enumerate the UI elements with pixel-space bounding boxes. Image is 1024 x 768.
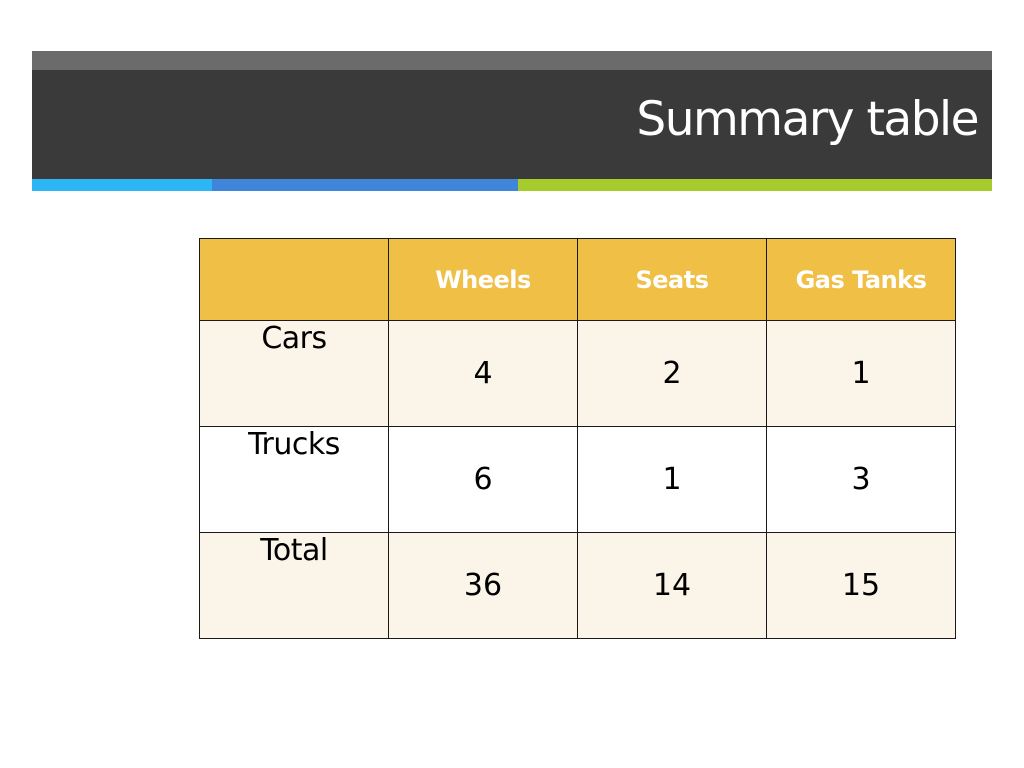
slide-title: Summary table xyxy=(636,92,979,147)
cell-seats: 1 xyxy=(577,426,767,533)
accent-segment-3 xyxy=(518,179,992,191)
row-label: Total xyxy=(199,532,389,639)
header-cell-seats: Seats xyxy=(577,238,767,321)
row-label: Cars xyxy=(199,320,389,427)
header-cell-corner xyxy=(199,238,389,321)
header-top-band xyxy=(32,51,992,70)
summary-table: Wheels Seats Gas Tanks Cars 4 2 1 Trucks… xyxy=(199,238,956,639)
cell-seats: 2 xyxy=(577,320,767,427)
cell-gas-tanks: 15 xyxy=(766,532,956,639)
table-row-cars: Cars 4 2 1 xyxy=(199,320,956,427)
table-row-total: Total 36 14 15 xyxy=(199,532,956,639)
cell-wheels: 6 xyxy=(388,426,578,533)
accent-segment-2 xyxy=(212,179,518,191)
header-cell-wheels: Wheels xyxy=(388,238,578,321)
cell-seats: 14 xyxy=(577,532,767,639)
table-header-row: Wheels Seats Gas Tanks xyxy=(199,238,956,321)
accent-segment-1 xyxy=(32,179,212,191)
cell-wheels: 36 xyxy=(388,532,578,639)
cell-gas-tanks: 1 xyxy=(766,320,956,427)
row-label: Trucks xyxy=(199,426,389,533)
accent-bar xyxy=(32,179,992,191)
table-row-trucks: Trucks 6 1 3 xyxy=(199,426,956,533)
cell-gas-tanks: 3 xyxy=(766,426,956,533)
header-band: Summary table xyxy=(32,70,992,179)
cell-wheels: 4 xyxy=(388,320,578,427)
header-cell-gas-tanks: Gas Tanks xyxy=(766,238,956,321)
